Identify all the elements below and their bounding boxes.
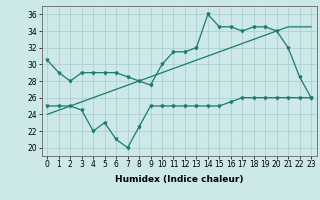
X-axis label: Humidex (Indice chaleur): Humidex (Indice chaleur): [115, 175, 244, 184]
